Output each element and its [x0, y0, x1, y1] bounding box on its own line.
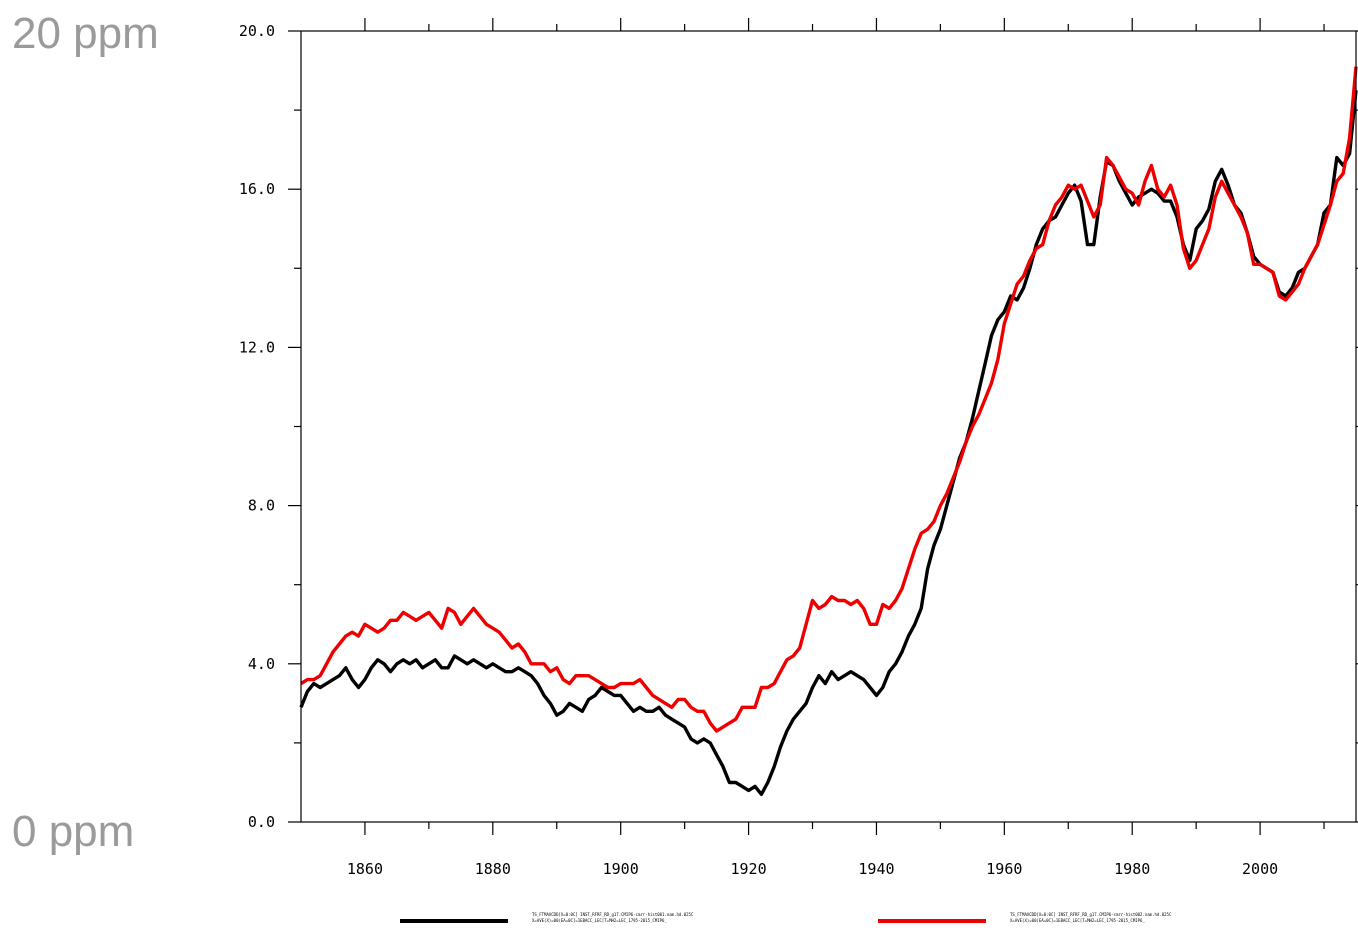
x-tick-label: 2000: [1242, 860, 1278, 878]
x-tick-label: 1920: [731, 860, 767, 878]
series-lines: [299, 66, 1358, 796]
y-tick-label: 20.0: [239, 22, 275, 40]
x-tick-label: 1960: [986, 860, 1022, 878]
side-label-bottom: 0 ppm: [12, 807, 135, 856]
legend: TS_FTMAXCDD[X=0:0C] INST_RFRF_RD_g17.CMI…: [400, 912, 1172, 923]
y-tick-label: 4.0: [248, 655, 275, 673]
series-line-2: [300, 66, 1358, 733]
side-label-top: 20 ppm: [12, 9, 159, 58]
x-tick-label: 1980: [1114, 860, 1150, 878]
tick-labels: 1860 1880 1900 1920 1940 1960 1980 2000 0.0 4.0 8.…: [239, 22, 1278, 878]
legend-text-1: X=AVE(X)=00(EA=0C]=1EBACC_LEC[T=MH2=LEC_…: [532, 918, 667, 923]
x-tick-label: 1860: [347, 860, 383, 878]
x-tick-label: 1900: [603, 860, 639, 878]
y-tick-label: 12.0: [239, 338, 275, 356]
x-tick-label: 1880: [475, 860, 511, 878]
y-tick-label: 16.0: [239, 180, 275, 198]
legend-text-1: TS_FTMAXCDD[X=0:0C] INST_RFRF_RD_g17.CMI…: [532, 912, 694, 917]
x-tick-label: 1940: [858, 860, 894, 878]
legend-text-2: TS_FTMAXCDD[X=0:0C] INST_RFRF_RD_g17.CMI…: [1010, 912, 1172, 917]
legend-text-2: X=AVE(X)=00(EA=0C]=1EBACC_LEC[T=MH2=LEC_…: [1010, 918, 1145, 923]
plot-frame: [300, 30, 1357, 823]
series-line-1: [299, 90, 1358, 796]
y-tick-label: 0.0: [248, 813, 275, 831]
y-tick-label: 8.0: [248, 497, 275, 515]
axis-ticks: [288, 18, 1358, 835]
